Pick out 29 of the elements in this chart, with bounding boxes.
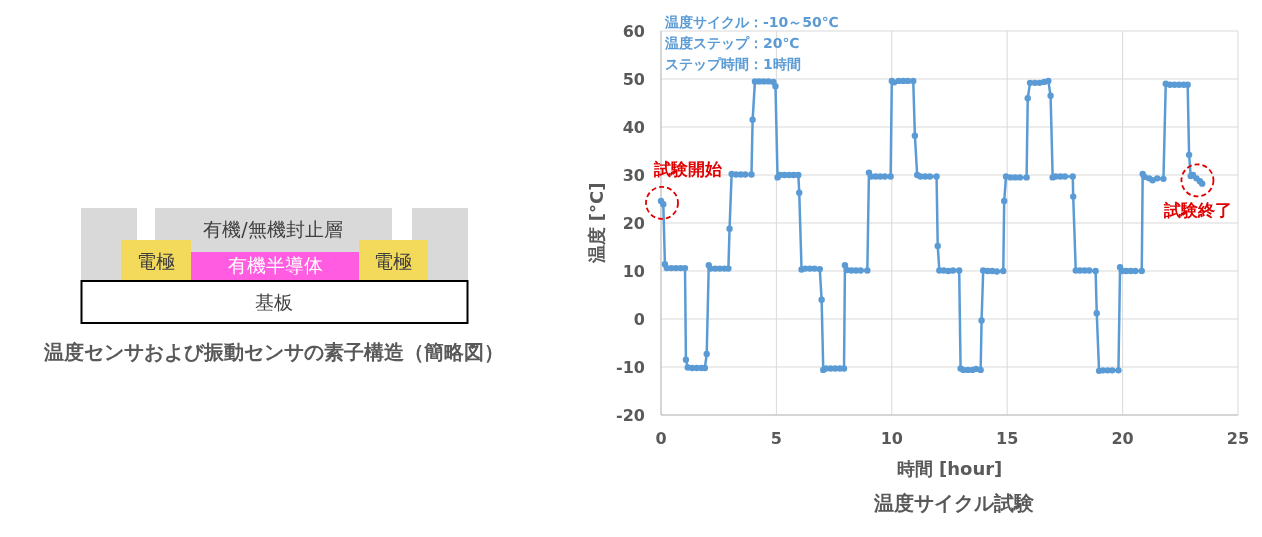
x-tick-label: 20	[1111, 428, 1134, 448]
text: 電極	[137, 250, 175, 272]
annotation: ステップ時間：1時間	[665, 56, 801, 72]
x-axis-title: 時間 [hour]	[896, 457, 1003, 479]
y-tick-label: -20	[616, 405, 645, 425]
y-tick-label: 40	[622, 117, 645, 137]
x-tick-label: 0	[655, 428, 667, 448]
y-tick-label: 20	[622, 213, 645, 233]
x-tick-label: 15	[996, 428, 1019, 448]
y-axis-title: 温度 [°C]	[585, 182, 607, 265]
text: 電極	[374, 250, 412, 272]
text: 温度サイクル：-10～50℃	[664, 14, 839, 30]
text: 温度サイクル試験	[873, 491, 1035, 515]
text: 温度センサおよび振動センサの素子構造（簡略図）	[43, 340, 504, 364]
y-tick-label: -10	[616, 357, 645, 377]
x-tick-label: 10	[880, 428, 903, 448]
y-tick-label: 50	[622, 69, 645, 89]
annotation: 試験開始	[653, 158, 723, 179]
y-tick-label: 0	[633, 309, 645, 329]
y-tick-label: 30	[622, 165, 645, 185]
text: 基板	[255, 291, 293, 313]
text: 有機半導体	[227, 254, 323, 276]
annotation: 温度ステップ：20℃	[664, 35, 800, 51]
x-tick-label: 5	[770, 428, 782, 448]
y-tick-label: 10	[622, 261, 645, 281]
x-tick-label: 25	[1226, 428, 1250, 448]
y-tick-label: 60	[622, 21, 645, 41]
annotation: 試験終了	[1163, 200, 1233, 221]
text: 有機/無機封止層	[203, 218, 343, 240]
